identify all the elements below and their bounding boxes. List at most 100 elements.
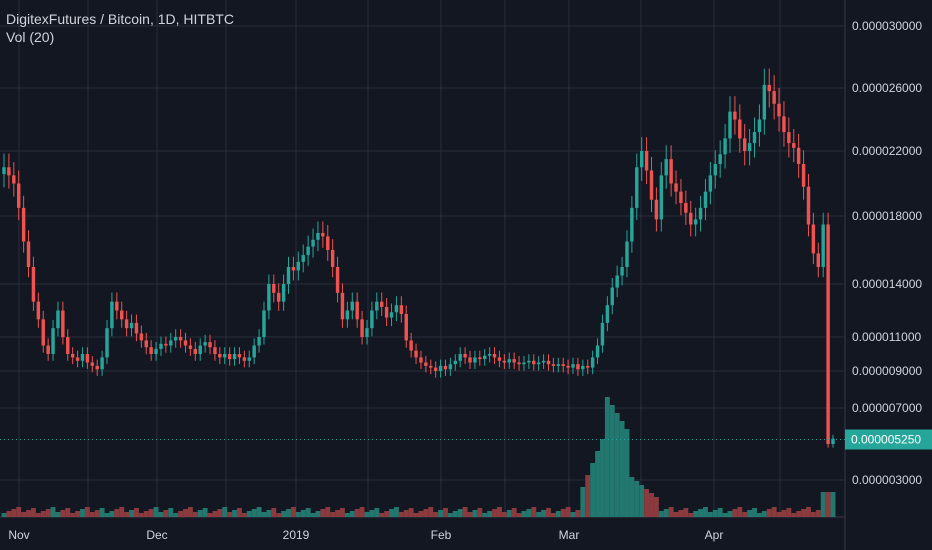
volume-bar xyxy=(389,509,394,517)
candle xyxy=(752,117,757,158)
volume-bar xyxy=(65,508,71,517)
volume-bar xyxy=(477,508,483,517)
volume-bar xyxy=(801,509,807,517)
volume-bar xyxy=(433,512,439,517)
volume-bar xyxy=(531,507,537,517)
candle xyxy=(507,352,511,369)
candle xyxy=(291,256,296,281)
volume-bar xyxy=(604,397,610,517)
candle xyxy=(811,212,816,265)
volume-bar xyxy=(138,513,144,517)
x-tick-label: Feb xyxy=(431,528,452,542)
candle xyxy=(635,153,639,221)
candle xyxy=(448,357,453,376)
volume-bar xyxy=(639,485,645,517)
candle xyxy=(522,356,526,371)
candle xyxy=(134,314,139,342)
symbol-title[interactable]: DigitexFutures / Bitcoin, 1D, HITBTC xyxy=(6,11,234,27)
volume-bar xyxy=(644,489,650,517)
volume-bar xyxy=(810,512,816,517)
candle xyxy=(286,256,291,294)
volume-bar xyxy=(732,509,738,517)
volume-bar xyxy=(109,511,115,517)
candle xyxy=(713,150,717,189)
candle xyxy=(669,145,673,197)
candle xyxy=(213,340,217,361)
volume-bar xyxy=(45,509,51,517)
candle xyxy=(684,190,688,225)
candle xyxy=(762,68,767,135)
volume-bar xyxy=(698,509,704,517)
candle xyxy=(159,336,163,356)
candle xyxy=(394,296,399,322)
volume-bar xyxy=(781,510,787,517)
candle xyxy=(733,96,737,135)
candle xyxy=(792,128,796,163)
candle xyxy=(389,303,394,327)
candle xyxy=(178,329,183,348)
volume-bar xyxy=(619,421,625,517)
volume-bar xyxy=(727,511,733,517)
volume-bar xyxy=(487,511,493,517)
candle xyxy=(218,347,222,365)
candle xyxy=(556,357,561,373)
candle xyxy=(316,221,320,252)
candle xyxy=(26,230,31,278)
candle xyxy=(70,347,75,365)
volume-bar xyxy=(393,507,399,517)
volume-bar xyxy=(722,513,728,517)
volume-bar xyxy=(192,512,198,517)
candle xyxy=(747,128,752,166)
volume-bar xyxy=(776,512,782,517)
candle xyxy=(355,292,359,328)
candle xyxy=(115,292,119,320)
time-axis[interactable]: Nov Dec 2019 Feb Mar Apr xyxy=(8,528,723,542)
candle xyxy=(345,301,350,328)
volume-bar xyxy=(688,513,694,517)
candle xyxy=(782,101,786,147)
volume-indicator-label[interactable]: Vol (20) xyxy=(6,29,55,45)
volume-bar xyxy=(271,508,277,517)
volume-bar xyxy=(178,511,184,517)
volume-bar xyxy=(614,413,620,517)
volume-bar xyxy=(187,507,193,517)
volume-bar xyxy=(516,513,522,517)
candle xyxy=(365,320,369,345)
volume-bar xyxy=(133,508,139,517)
volume-bar xyxy=(658,511,664,517)
candle xyxy=(61,301,65,345)
candle xyxy=(708,162,713,205)
volume-bar xyxy=(222,507,228,517)
volume-bar xyxy=(104,513,110,517)
volume-bar xyxy=(320,509,326,517)
y-tick-label: 0.000014000 xyxy=(852,277,922,291)
volume-bar xyxy=(511,508,517,517)
candle xyxy=(326,224,330,261)
candle xyxy=(517,356,521,371)
volume-bar xyxy=(60,510,66,517)
price-axis[interactable]: 0.000030000 0.000026000 0.000022000 0.00001… xyxy=(852,19,922,487)
candle xyxy=(595,338,600,365)
candle xyxy=(129,314,134,337)
candle xyxy=(649,156,654,213)
candle xyxy=(375,292,379,320)
candle xyxy=(247,350,251,368)
volume-bar xyxy=(217,509,223,517)
volume-bar xyxy=(668,507,674,517)
candle xyxy=(512,352,516,369)
volume-bar xyxy=(173,513,179,517)
candle xyxy=(723,124,727,169)
volume-bar xyxy=(325,507,331,517)
volume-bars xyxy=(1,397,836,517)
candle xyxy=(21,195,26,253)
volume-bar xyxy=(340,508,345,517)
volume-bar xyxy=(379,513,385,517)
candle xyxy=(350,292,354,320)
volume-bar xyxy=(183,509,188,517)
x-tick-label: 2019 xyxy=(283,528,310,542)
volume-bar xyxy=(256,507,262,517)
volume-bar xyxy=(158,512,164,517)
y-tick-label: 0.000022000 xyxy=(852,144,922,158)
volume-bar xyxy=(148,509,154,517)
